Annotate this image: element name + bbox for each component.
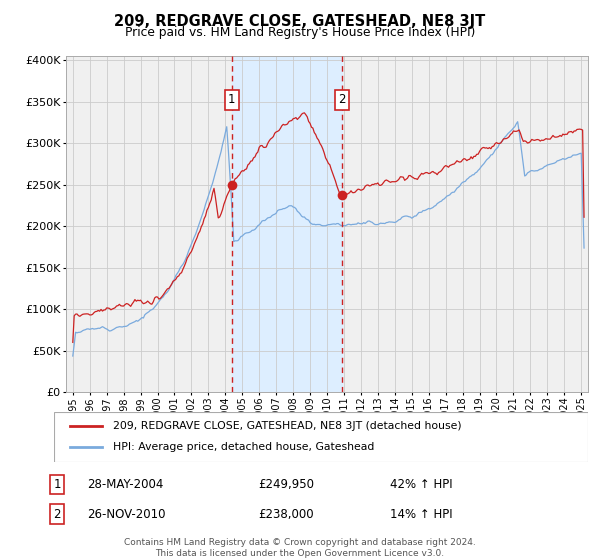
Text: 14% ↑ HPI: 14% ↑ HPI (390, 507, 452, 521)
Text: 209, REDGRAVE CLOSE, GATESHEAD, NE8 3JT: 209, REDGRAVE CLOSE, GATESHEAD, NE8 3JT (115, 14, 485, 29)
Text: Price paid vs. HM Land Registry's House Price Index (HPI): Price paid vs. HM Land Registry's House … (125, 26, 475, 39)
Text: 1: 1 (53, 478, 61, 491)
Text: 2: 2 (53, 507, 61, 521)
Text: Contains HM Land Registry data © Crown copyright and database right 2024.: Contains HM Land Registry data © Crown c… (124, 538, 476, 547)
Text: 2: 2 (338, 94, 346, 106)
Text: 42% ↑ HPI: 42% ↑ HPI (390, 478, 452, 491)
Text: 26-NOV-2010: 26-NOV-2010 (87, 507, 166, 521)
FancyBboxPatch shape (54, 412, 588, 462)
Text: £249,950: £249,950 (258, 478, 314, 491)
Text: £238,000: £238,000 (258, 507, 314, 521)
Text: HPI: Average price, detached house, Gateshead: HPI: Average price, detached house, Gate… (113, 442, 374, 452)
Bar (232, 56, 342, 392)
Text: 209, REDGRAVE CLOSE, GATESHEAD, NE8 3JT (detached house): 209, REDGRAVE CLOSE, GATESHEAD, NE8 3JT … (113, 421, 461, 431)
Text: This data is licensed under the Open Government Licence v3.0.: This data is licensed under the Open Gov… (155, 549, 445, 558)
Text: 1: 1 (228, 94, 235, 106)
Text: 28-MAY-2004: 28-MAY-2004 (87, 478, 163, 491)
